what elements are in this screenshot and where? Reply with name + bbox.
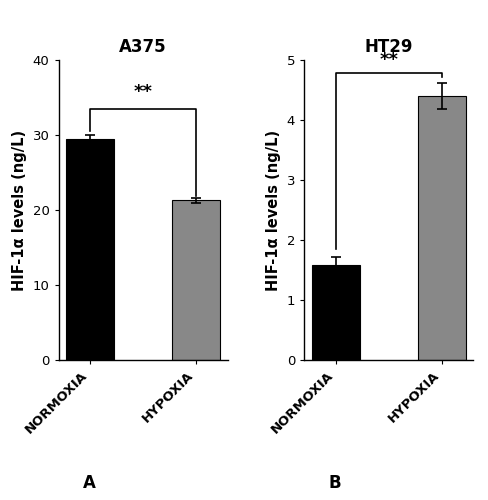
Bar	[172, 200, 220, 360]
Y-axis label: HIF-1α levels (ng/L): HIF-1α levels (ng/L)	[266, 130, 281, 290]
Bar	[312, 265, 360, 360]
Title: HT29: HT29	[365, 38, 413, 56]
Text: **: **	[379, 51, 398, 69]
Text: A: A	[82, 474, 96, 492]
Bar	[66, 138, 114, 360]
Text: B: B	[328, 474, 341, 492]
Title: A375: A375	[120, 38, 167, 56]
Y-axis label: HIF-1α levels (ng/L): HIF-1α levels (ng/L)	[12, 130, 27, 290]
Text: **: **	[134, 83, 153, 101]
Bar	[418, 96, 466, 360]
